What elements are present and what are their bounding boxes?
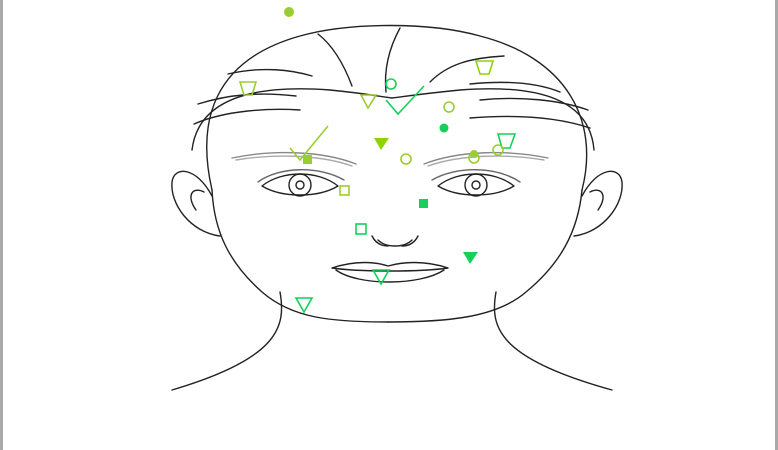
circle-outline-center-top xyxy=(385,78,397,90)
dot-filled-right xyxy=(439,123,449,133)
left-ear xyxy=(171,170,221,237)
square-outline-left-eye xyxy=(339,185,350,196)
right-eye xyxy=(437,173,515,196)
left-eye xyxy=(261,173,339,196)
hairline xyxy=(191,88,595,151)
trapezoid-outline-right xyxy=(496,133,517,149)
dot-filled-right-brow xyxy=(470,150,478,158)
check-mark-left xyxy=(289,125,329,162)
right-eyebrow xyxy=(423,151,549,165)
circle-outline-between-brows xyxy=(400,153,412,165)
neck-right xyxy=(493,291,613,391)
trapezoid-outline-right-top xyxy=(474,60,495,75)
square-filled-right-cheek xyxy=(419,199,428,208)
circle-outline-right xyxy=(443,101,455,113)
nose xyxy=(377,239,413,247)
triangle-filled-right-cheek xyxy=(463,252,478,264)
circle-outline-right-brow-2 xyxy=(492,144,504,156)
face-left-jaw xyxy=(211,189,389,323)
upper-lip xyxy=(331,261,449,272)
triangle-outline-jaw xyxy=(294,297,314,314)
square-filled-left xyxy=(303,155,312,164)
trapezoid-outline-left xyxy=(238,81,258,96)
check-mark-right xyxy=(385,85,425,116)
neck-left xyxy=(171,291,283,391)
lower-lip xyxy=(335,269,445,283)
triangle-outline-center xyxy=(359,94,378,110)
triangle-filled-center xyxy=(374,138,389,150)
right-ear xyxy=(573,170,623,237)
triangle-outline-mouth xyxy=(371,269,391,286)
face-right-jaw xyxy=(387,189,583,323)
dot-filled-forehead-top xyxy=(284,7,294,17)
head-outline xyxy=(206,24,588,191)
square-outline-nose xyxy=(355,223,367,235)
